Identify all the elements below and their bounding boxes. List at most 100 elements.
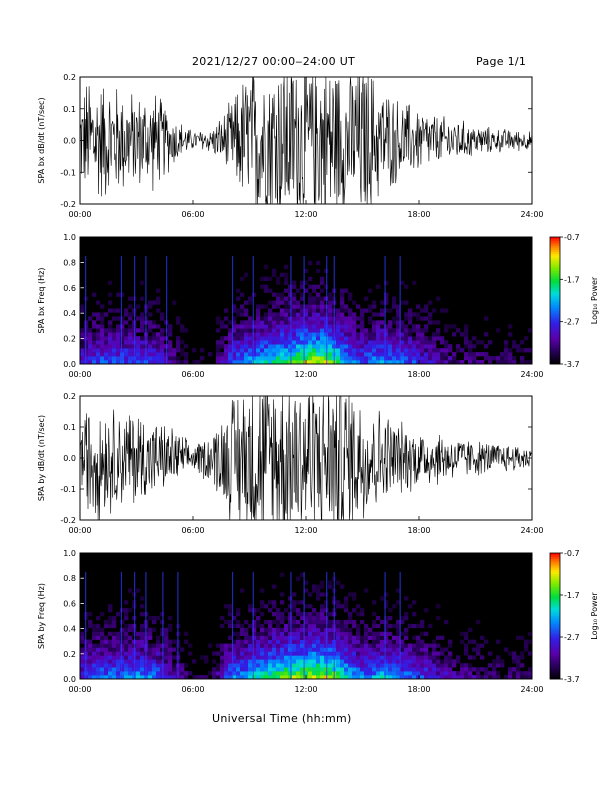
spectrogram-cell bbox=[356, 604, 361, 609]
spectrogram-cell bbox=[204, 659, 209, 664]
spectrogram-cell bbox=[232, 651, 237, 656]
spectrogram-cell bbox=[412, 659, 417, 664]
spectrogram-cell bbox=[328, 304, 333, 309]
spectrogram-cell bbox=[412, 356, 417, 361]
spectrogram-cell bbox=[372, 671, 377, 676]
spectrogram-cell bbox=[88, 651, 93, 656]
spectrogram-cell bbox=[344, 308, 349, 313]
spectrogram-cell bbox=[292, 675, 297, 680]
spectrogram-cell bbox=[420, 619, 425, 625]
spectrogram-cell bbox=[316, 584, 321, 589]
spectrogram-cell bbox=[160, 667, 165, 672]
spectrogram-cell bbox=[272, 627, 277, 633]
spectrogram-cell bbox=[80, 647, 85, 652]
spectrogram-cell bbox=[304, 627, 309, 633]
spectrogram-cell bbox=[120, 608, 125, 613]
spectrogram-cell bbox=[184, 356, 189, 361]
spectrogram-cell bbox=[392, 304, 397, 309]
spectrogram-cell bbox=[88, 671, 93, 676]
spectrogram-cell bbox=[352, 344, 357, 349]
spectrogram-cell bbox=[100, 324, 105, 329]
spectrogram-cell bbox=[220, 667, 225, 672]
spectrogram-cell bbox=[156, 352, 161, 357]
spectrogram-cell bbox=[408, 308, 413, 313]
spectrogram-cell bbox=[384, 336, 389, 341]
spectrogram-cell bbox=[452, 360, 457, 365]
spectrogram-cell bbox=[136, 340, 141, 345]
spectrogram-cell bbox=[124, 639, 129, 644]
colorbar-segment bbox=[550, 595, 560, 598]
colorbar-segment bbox=[550, 330, 560, 333]
spectrogram-cell bbox=[96, 671, 101, 676]
spectrogram-cell bbox=[272, 659, 277, 664]
spectrogram-cell bbox=[280, 336, 285, 341]
spectrogram-cell bbox=[272, 320, 277, 325]
spectrogram-cell bbox=[336, 580, 341, 585]
spectrogram-cell bbox=[384, 647, 389, 652]
spectrogram-cell bbox=[396, 352, 401, 357]
spectrogram-cell bbox=[388, 639, 393, 644]
spectrogram-cell bbox=[400, 655, 405, 660]
spectrogram-cell bbox=[108, 320, 113, 325]
spectrogram-cell bbox=[272, 600, 277, 605]
spectrogram-cell bbox=[128, 608, 133, 613]
spectrogram-cell bbox=[344, 623, 349, 629]
spectrogram-cell bbox=[336, 356, 341, 361]
spectrogram-cell bbox=[420, 647, 425, 652]
spectrogram-cell bbox=[260, 647, 265, 652]
spectrogram-cell bbox=[168, 332, 173, 337]
colorbar-segment bbox=[550, 258, 560, 261]
spectrogram-cell bbox=[392, 643, 397, 648]
spectrogram-cell bbox=[304, 655, 309, 660]
spectrogram-cell bbox=[92, 623, 97, 629]
spectrogram-cell bbox=[308, 308, 313, 313]
spectrogram-cell bbox=[256, 332, 261, 337]
spectrogram-cell bbox=[432, 671, 437, 676]
spectrogram-cell bbox=[268, 316, 273, 321]
spectrogram-cell bbox=[424, 308, 429, 313]
spectrogram-cell bbox=[268, 631, 273, 636]
spectrogram-cell bbox=[276, 635, 281, 640]
spectrogram-cell bbox=[436, 328, 441, 333]
spectrogram-cell bbox=[352, 619, 357, 625]
spectrogram-cell bbox=[284, 360, 289, 365]
spectrogram-cell bbox=[424, 655, 429, 660]
spectrogram-cell bbox=[284, 627, 289, 633]
spectrogram-cell bbox=[428, 623, 433, 629]
spectrogram-cell bbox=[392, 360, 397, 365]
spectrogram-cell bbox=[480, 655, 485, 660]
spectrogram-cell bbox=[108, 332, 113, 337]
spectrogram-cell bbox=[360, 659, 365, 664]
spectrogram-cell bbox=[360, 667, 365, 672]
spectrogram-cell bbox=[124, 643, 129, 648]
spectrogram-cell bbox=[348, 671, 353, 676]
spectrogram-cell bbox=[328, 296, 333, 301]
spectrogram-cell bbox=[304, 623, 309, 629]
spectrogram-cell bbox=[120, 332, 125, 337]
spectrogram-cell bbox=[88, 360, 93, 365]
spectrogram-cell bbox=[252, 659, 257, 664]
colorbar-segment bbox=[550, 287, 560, 291]
spectrogram-cell bbox=[240, 588, 245, 593]
spectrogram-cell bbox=[360, 352, 365, 357]
spectrogram-cell bbox=[304, 280, 309, 285]
spectrogram-cell bbox=[140, 647, 145, 652]
spectrogram-cell bbox=[392, 604, 397, 609]
spectrogram-cell bbox=[328, 344, 333, 349]
spectrogram-cell bbox=[316, 667, 321, 672]
spectrogram-cell bbox=[220, 340, 225, 345]
spectrogram-cell bbox=[184, 639, 189, 644]
colorbar-segment bbox=[550, 647, 560, 650]
spectrogram-cell bbox=[404, 356, 409, 361]
spectrogram-cell bbox=[412, 643, 417, 648]
spectrogram-cell bbox=[156, 344, 161, 349]
spectrogram-cell bbox=[384, 592, 389, 597]
spectrogram-cell bbox=[388, 352, 393, 357]
spectrogram-cell bbox=[136, 356, 141, 361]
spectrogram-cell bbox=[520, 360, 525, 365]
colorbar-segment bbox=[550, 347, 560, 350]
spectrogram-cell bbox=[352, 360, 357, 365]
spectrogram-cell bbox=[384, 643, 389, 648]
spectrogram-cell bbox=[400, 348, 405, 353]
